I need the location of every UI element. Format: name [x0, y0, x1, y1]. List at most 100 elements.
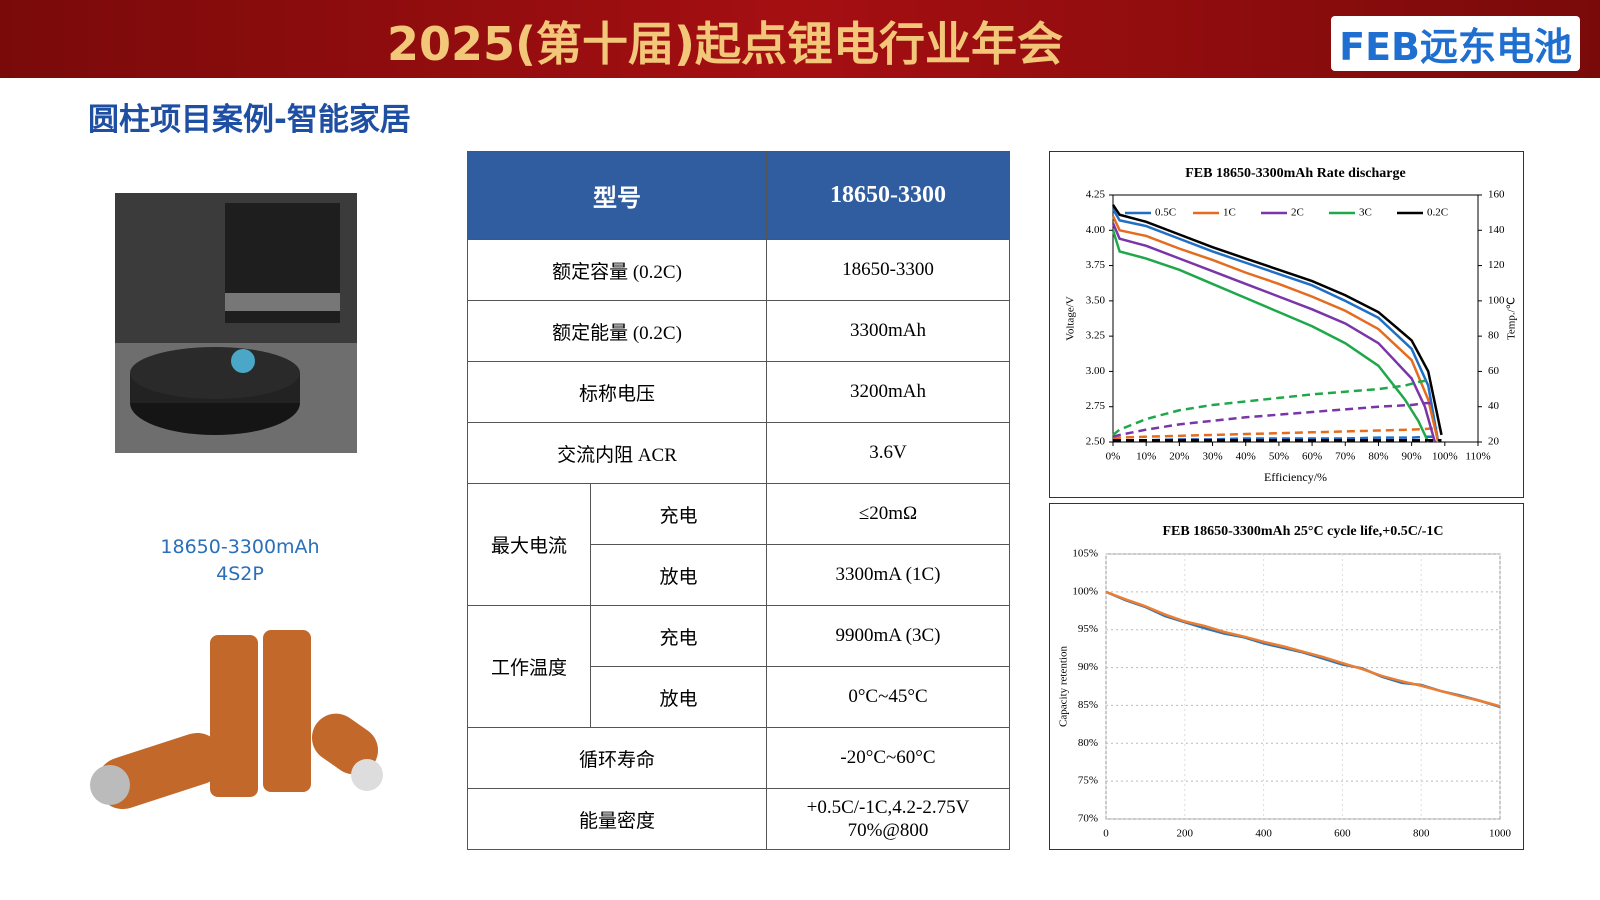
y-tick-label: 3.25	[1086, 330, 1106, 342]
legend-label: 2C	[1291, 207, 1304, 219]
plot-area	[1105, 553, 1501, 820]
y2-tick-label: 60	[1488, 365, 1500, 377]
x-tick-label: 200	[1177, 828, 1194, 840]
y2-tick-label: 100	[1488, 294, 1505, 306]
cell: 能量密度	[467, 788, 767, 850]
model: 18650-3300mAh	[160, 536, 320, 558]
cycle-chart: FEB 18650-3300mAh 25°C cycle life,+0.5C/…	[1049, 503, 1524, 850]
cell: 3200mAh	[766, 361, 1010, 423]
y-tick-label: 4.25	[1086, 189, 1106, 201]
cell: 9900mA (3C)	[766, 605, 1010, 667]
y2-tick-label: 80	[1488, 330, 1500, 342]
y2-axis-label: Temp./℃	[1506, 297, 1518, 340]
cell: 标称电压	[467, 361, 767, 423]
cell: 3.6V	[766, 422, 1010, 484]
y-tick-label: 90%	[1078, 661, 1098, 673]
y2-tick-label: 120	[1488, 259, 1505, 271]
x-axis-label: Cycle number	[1269, 847, 1337, 850]
temp-line	[1112, 401, 1435, 438]
section-title: 圆柱项目案例-智能家居	[88, 102, 411, 138]
cell: 额定容量 (0.2C)	[467, 239, 767, 301]
cell: 额定能量 (0.2C)	[467, 300, 767, 362]
data-line	[1111, 215, 1440, 443]
cell: 循环寿命	[467, 727, 767, 789]
config: 4S2P	[216, 563, 264, 585]
cell: 放电	[590, 544, 767, 606]
chart-title: FEB 18650-3300mAh Rate discharge	[1185, 166, 1406, 181]
x-axis-label: Efficiency/%	[1264, 470, 1327, 484]
header-title: 2025(第十届)起点锂电行业年会	[386, 17, 1064, 71]
product-label: 18650-3300mAh 4S2P	[130, 534, 350, 588]
data-line	[1111, 204, 1443, 436]
battery-image	[90, 630, 383, 810]
cell: ≤20mΩ	[766, 483, 1010, 545]
y-tick-label: 95%	[1078, 623, 1098, 635]
cell: 18650-3300	[766, 239, 1010, 301]
plot-area	[1112, 194, 1479, 443]
x-tick-label: 1000	[1489, 828, 1512, 840]
cell: 最大电流	[467, 483, 591, 606]
logo: FEB远东电池	[1331, 16, 1580, 71]
y-tick-label: 100%	[1072, 585, 1098, 597]
cell: -20°C~60°C	[766, 727, 1010, 789]
y-tick-label: 105%	[1072, 548, 1098, 560]
table-header: 18650-3300	[766, 151, 1010, 240]
y-tick-label: 70%	[1078, 813, 1098, 825]
cell: 充电	[590, 483, 767, 545]
x-tick-label: 0%	[1106, 451, 1121, 463]
cell: +0.5C/-1C,4.2-2.75V 70%@800	[766, 788, 1010, 850]
x-tick-label: 80%	[1368, 451, 1388, 463]
data-line	[1105, 590, 1501, 708]
x-tick-label: 400	[1255, 828, 1272, 840]
y-tick-label: 3.00	[1086, 365, 1106, 377]
x-tick-label: 40%	[1236, 451, 1256, 463]
x-tick-label: 30%	[1202, 451, 1222, 463]
spec-table: 型号 18650-3300 额定容量 (0.2C) 18650-3300 额定能量 …	[467, 151, 1010, 850]
cell-line: +0.5C/-1C,4.2-2.75V	[806, 797, 970, 818]
rate-chart: FEB 18650-3300mAh Rate discharge 2.50 2.75…	[1049, 151, 1524, 498]
legend-label: 0.5C	[1155, 207, 1176, 219]
y-tick-label: 75%	[1078, 775, 1098, 787]
x-tick-label: 90%	[1402, 451, 1422, 463]
legend-label: 0.2C	[1427, 207, 1448, 219]
y-axis-label: Voltage/V	[1065, 296, 1077, 340]
data-line	[1111, 229, 1430, 443]
cell: 充电	[590, 605, 767, 667]
y-axis-label: Capacity retention	[1058, 646, 1070, 727]
y-tick-label: 2.50	[1086, 436, 1106, 448]
cell: 工作温度	[467, 605, 591, 728]
legend-label: 1C	[1223, 207, 1236, 219]
y2-tick-label: 40	[1488, 400, 1500, 412]
cell: 0°C~45°C	[766, 666, 1010, 728]
y2-tick-label: 160	[1488, 189, 1505, 201]
y2-tick-label: 20	[1488, 436, 1500, 448]
y-tick-label: 3.75	[1086, 259, 1106, 271]
x-tick-label: 60%	[1302, 451, 1322, 463]
y-tick-label: 2.75	[1086, 400, 1106, 412]
cell: 3300mAh	[766, 300, 1010, 362]
x-tick-label: 10%	[1136, 451, 1156, 463]
x-tick-label: 70%	[1335, 451, 1355, 463]
x-tick-label: 800	[1413, 828, 1430, 840]
y2-tick-label: 140	[1488, 224, 1505, 236]
x-tick-label: 100%	[1432, 451, 1458, 463]
cell-line: 70%@800	[847, 820, 929, 841]
data-line	[1105, 590, 1501, 709]
cell: 3300mA (1C)	[766, 544, 1010, 606]
robot-image	[115, 193, 357, 453]
temp-line	[1112, 426, 1439, 440]
x-tick-label: 20%	[1169, 451, 1189, 463]
chart-title: FEB 18650-3300mAh 25°C cycle life,+0.5C/…	[1162, 524, 1443, 539]
x-tick-label: 110%	[1465, 451, 1490, 463]
x-tick-label: 600	[1334, 828, 1351, 840]
table-header: 型号	[467, 151, 767, 240]
data-line	[1111, 222, 1437, 443]
y-tick-label: 85%	[1078, 699, 1098, 711]
cell: 交流内阻 ACR	[467, 422, 767, 484]
temp-line	[1112, 379, 1429, 436]
x-tick-label: 0	[1103, 828, 1109, 840]
y-tick-label: 3.50	[1086, 294, 1106, 306]
cell: 放电	[590, 666, 767, 728]
legend-label: 3C	[1359, 207, 1372, 219]
